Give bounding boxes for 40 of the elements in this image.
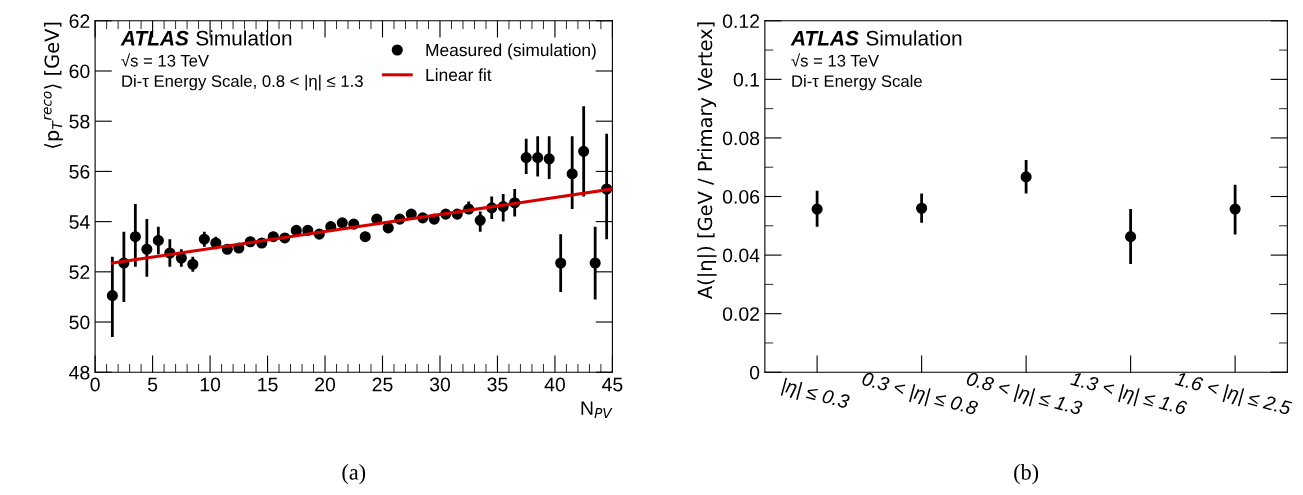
- annotation: √s = 13 TeV: [791, 53, 879, 67]
- y-tick-label: 54: [69, 215, 90, 229]
- annotation: ATLAS: [120, 30, 189, 46]
- y-axis-title: A(|η|) [GeV / Primary Vertex]: [697, 22, 717, 299]
- y-tick-label: 0.06: [722, 189, 760, 204]
- x-tick-label: 15: [258, 377, 278, 392]
- x-tick-label: 45: [602, 377, 623, 392]
- x-tick-label: 25: [372, 377, 393, 392]
- y-tick-label: 0.12: [722, 14, 760, 29]
- y-tick-label: 50: [69, 315, 90, 330]
- y-tick-label: 52: [69, 265, 90, 280]
- legend-label: Linear fit: [426, 68, 492, 82]
- y-tick-label: 0.1: [733, 72, 760, 87]
- x-tick-label: 40: [544, 377, 565, 392]
- y-tick-label: 0.02: [722, 307, 760, 321]
- annotation: Di-τ Energy Scale: [792, 74, 922, 91]
- y-tick-label: 62: [69, 14, 90, 29]
- x-tick-label: 5: [147, 377, 158, 392]
- y-tick-label: 0.08: [722, 131, 760, 146]
- text: (a): [342, 464, 366, 485]
- x-tick-label: 30: [429, 377, 451, 392]
- x-tick-label: 10: [200, 377, 221, 392]
- annotation: Di-τ Energy Scale, 0.8 < |η| ≤ 1.3: [122, 74, 363, 91]
- y-tick-label: 60: [69, 64, 90, 79]
- text: (b): [1014, 464, 1039, 485]
- annotation: ATLAS: [790, 30, 859, 46]
- y-tick-label: 58: [69, 114, 90, 129]
- y-axis-title: ⟨p$_{T}$$^{reco}$⟩ [GeV]: [43, 22, 63, 148]
- x-tick-label: 0: [90, 377, 100, 392]
- x-tick-label: 20: [315, 377, 336, 392]
- x-tick-label: |η| ≤ 0.3: [780, 377, 851, 413]
- y-tick-label: 0.04: [722, 248, 760, 263]
- annotation: Simulation: [866, 30, 962, 46]
- legend-label: Measured (simulation): [426, 43, 596, 60]
- x-tick-label: 35: [487, 377, 508, 392]
- annotation: Simulation: [196, 30, 292, 46]
- y-tick-label: 56: [69, 164, 90, 179]
- x-axis-title: N$_{PV}$: [581, 401, 613, 419]
- annotation: √s = 13 TeV: [121, 53, 209, 67]
- y-tick-label: 48: [69, 365, 90, 380]
